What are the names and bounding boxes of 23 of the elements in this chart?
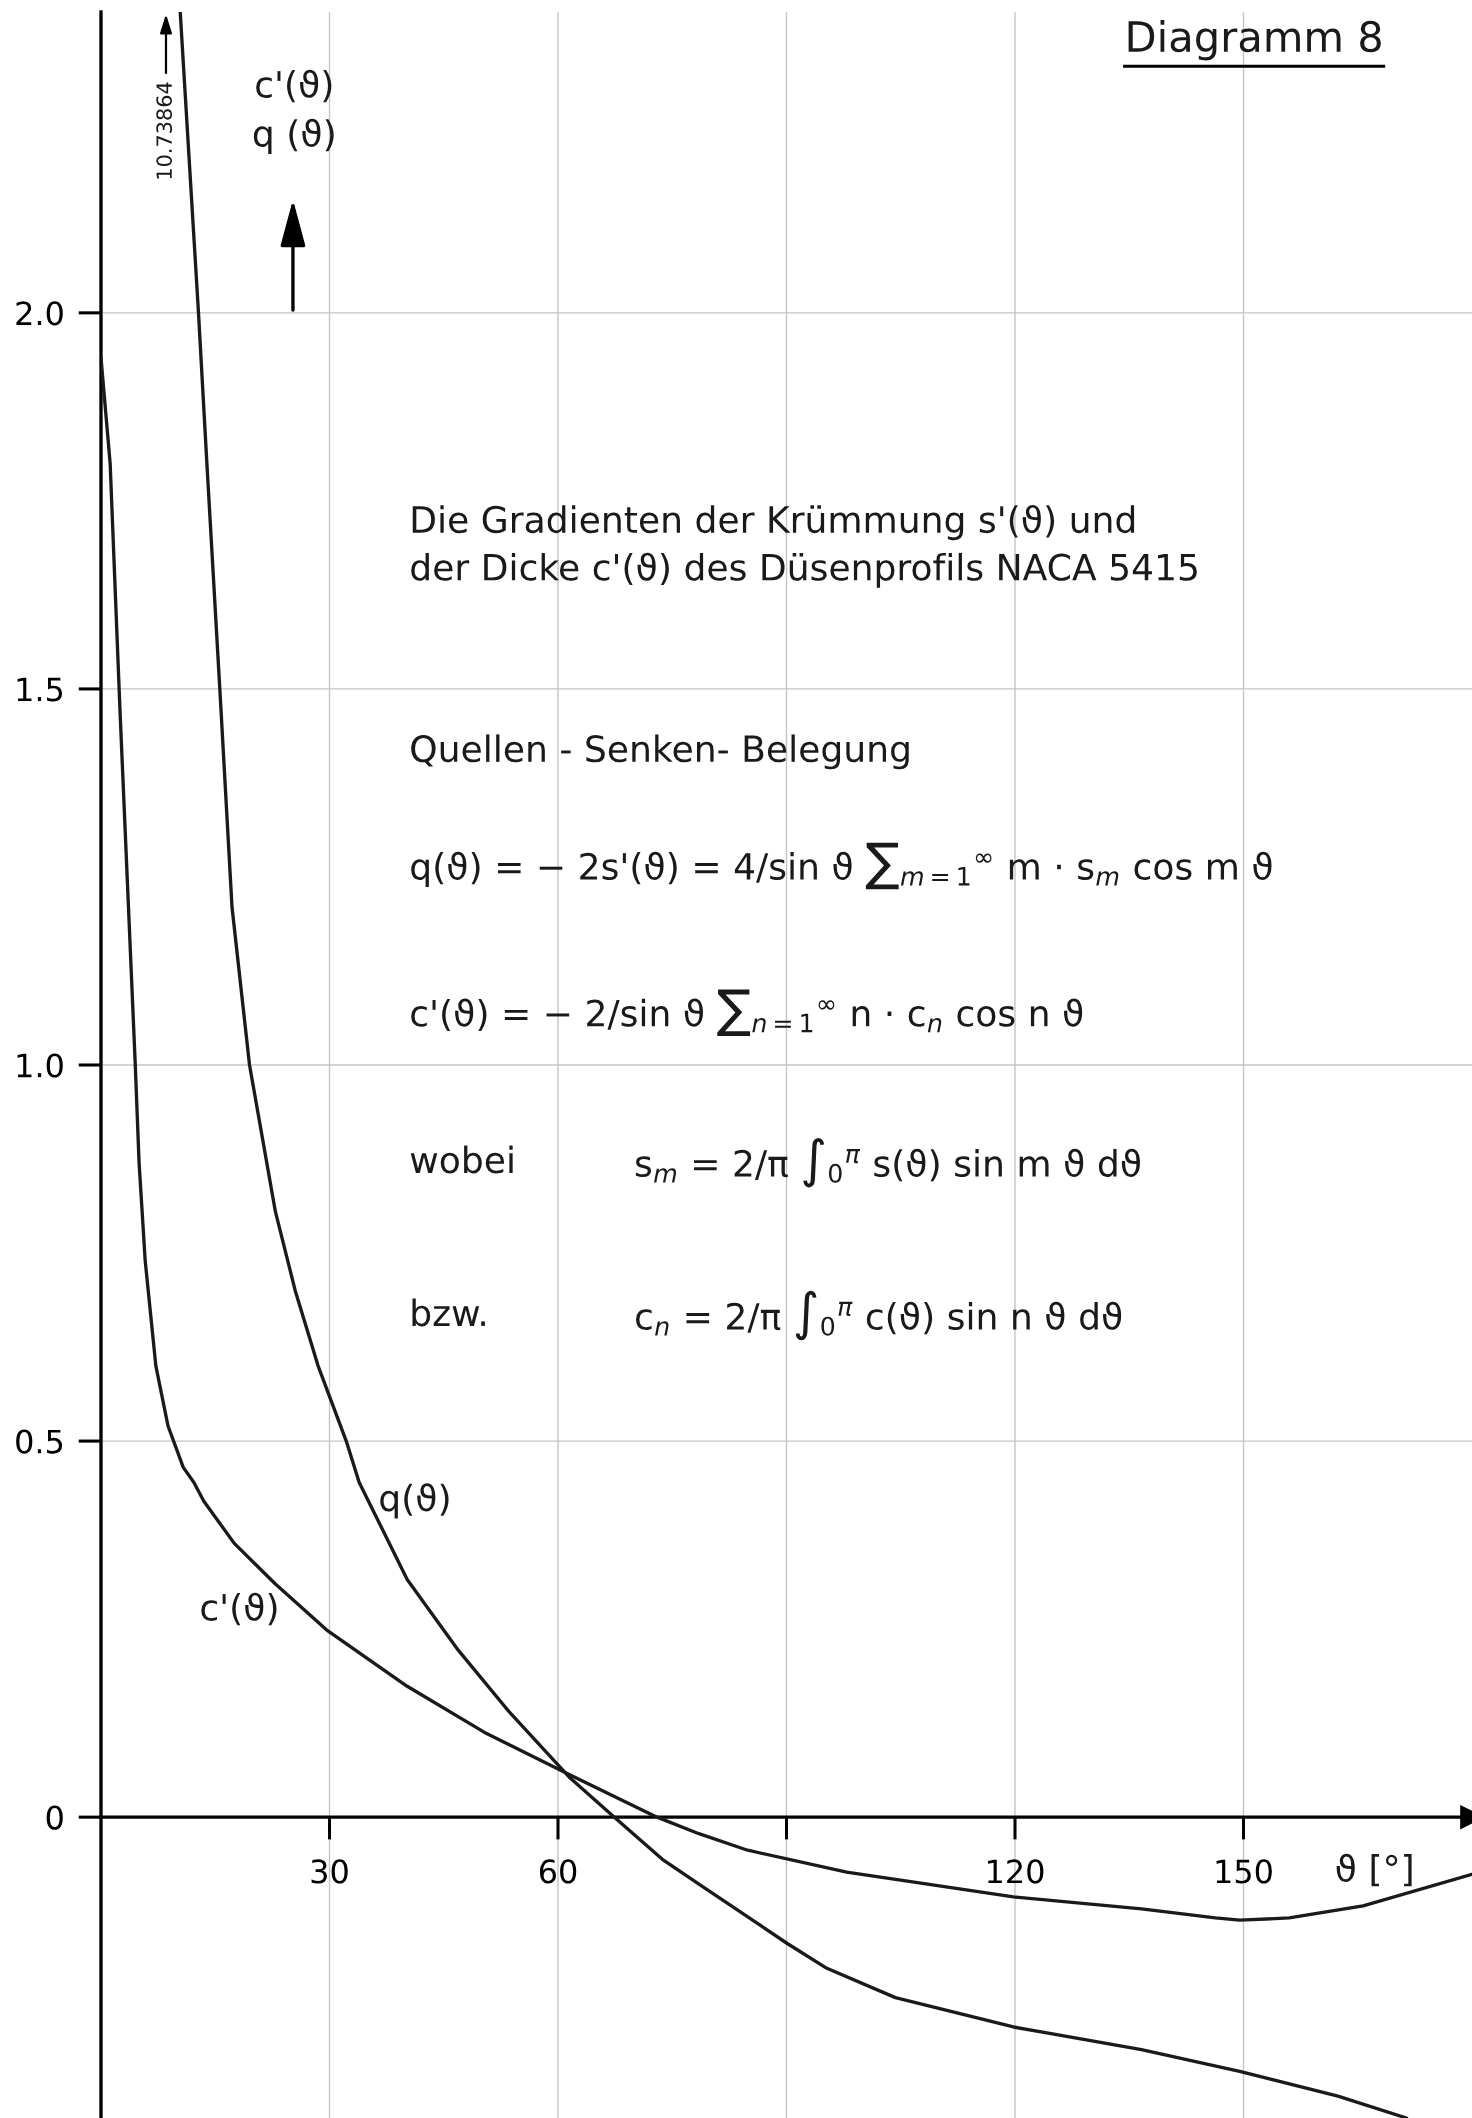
annotation: wobei	[410, 1145, 513, 1174]
annotation: c$_{n}$ = 2/π ∫$_{0}$$^{π}$ c(ϑ) sin n ϑ dϑ	[635, 1290, 1122, 1341]
text: Die Gradienten der Krümmung s'(ϑ) und der Dicke c'(ϑ) des Düsenprofils NACA 5415	[411, 504, 1197, 588]
y-tick-label: 1.0	[17, 1053, 63, 1078]
x-tick-label: 60	[539, 1859, 577, 1884]
annotation: bzw.	[412, 1298, 485, 1327]
annotation: 10.73864	[156, 82, 173, 179]
chart-title: Diagramm 8	[1128, 20, 1381, 61]
series-label: q(ϑ)	[380, 1483, 449, 1519]
y-axis-title: c'(ϑ) q (ϑ)	[253, 69, 334, 155]
annotation: q(ϑ) = − 2s'(ϑ) = 4/sin ϑ ∑$_{m=1}$$^{∞}$ m · s$_{m}$ cos m ϑ	[411, 842, 1272, 890]
x-tick-label: 150	[1216, 1859, 1272, 1884]
x-tick-label: 120	[988, 1859, 1044, 1884]
annotation: c'(ϑ) = − 2/sin ϑ ∑$_{n=1}$$^{∞}$ n · c$_{n}$ cos n ϑ	[411, 989, 1083, 1037]
annotation: Quellen - Senken- Belegung	[411, 734, 909, 770]
y-tick-label: 0	[46, 1805, 63, 1830]
x-axis-title: ϑ [°]	[1336, 1853, 1412, 1887]
y-tick-label: 2.0	[16, 301, 63, 326]
y-tick-label: 0.5	[16, 1429, 63, 1454]
x-tick-label: 30	[311, 1859, 348, 1884]
annotation: s$_{m}$ = 2/π ∫$_{0}$$^{π}$ s(ϑ) sin m ϑ dϑ	[635, 1137, 1140, 1188]
series-label: c'(ϑ)	[201, 1592, 277, 1626]
y-tick-label: 1.5	[17, 677, 63, 702]
